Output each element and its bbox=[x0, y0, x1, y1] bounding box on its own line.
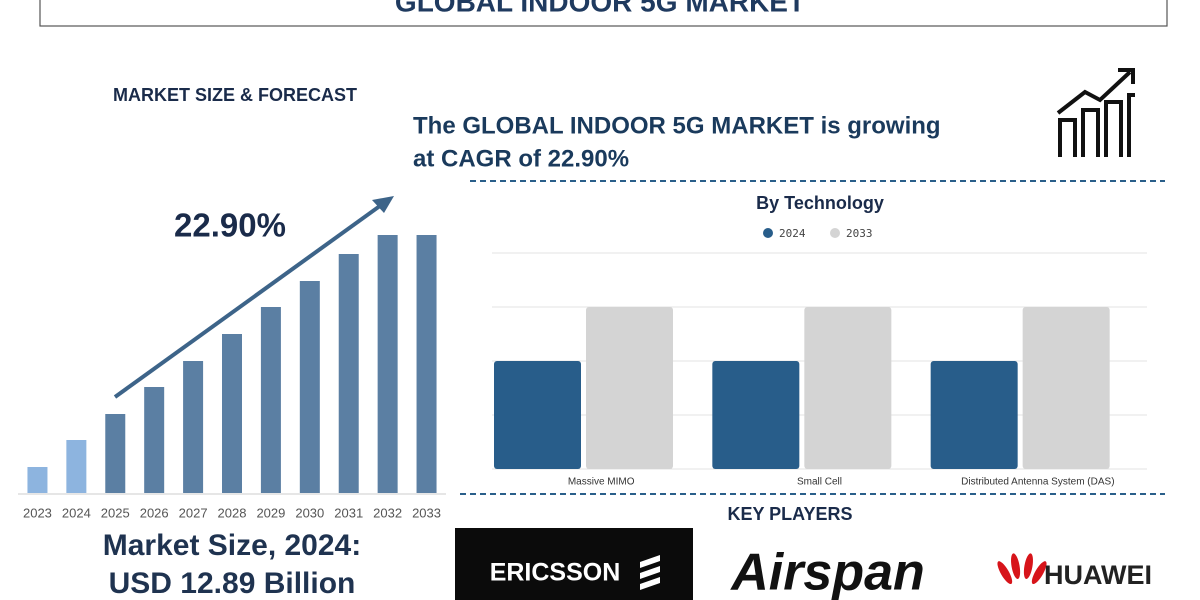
x-tick-label: 2027 bbox=[179, 505, 208, 520]
x-tick-label: 2030 bbox=[295, 505, 324, 520]
bar bbox=[338, 254, 359, 493]
bar bbox=[416, 235, 437, 493]
bar bbox=[377, 235, 398, 493]
x-tick-label: 2033 bbox=[412, 505, 441, 520]
bar bbox=[1022, 307, 1110, 469]
growth-arrow bbox=[113, 201, 386, 399]
x-tick-label: 2023 bbox=[23, 505, 52, 520]
headline: The GLOBAL INDOOR 5G MARKET is growing bbox=[413, 112, 941, 139]
legend-label: 2024 bbox=[779, 227, 806, 240]
growth-icon bbox=[1056, 68, 1135, 157]
x-tick-label: 2031 bbox=[334, 505, 363, 520]
x-tick-label: 2024 bbox=[62, 505, 91, 520]
bar bbox=[105, 414, 126, 493]
bar bbox=[27, 467, 48, 493]
bar bbox=[183, 361, 204, 493]
bar bbox=[930, 361, 1018, 469]
bar bbox=[586, 307, 673, 469]
x-tick-label: 2029 bbox=[256, 505, 285, 520]
x-tick-label: 2028 bbox=[218, 505, 247, 520]
market-size: Market Size, 2024: bbox=[103, 529, 361, 562]
headline: at CAGR of 22.90% bbox=[413, 145, 629, 172]
bar bbox=[712, 361, 800, 469]
bar bbox=[66, 440, 87, 493]
chart-title: By Technology bbox=[756, 193, 884, 213]
logo-text: ERICSSON bbox=[490, 559, 621, 587]
bar bbox=[144, 387, 165, 493]
title-box bbox=[39, 0, 1168, 27]
key-players-heading: KEY PLAYERS bbox=[727, 504, 852, 524]
x-tick-label: Massive MIMO bbox=[568, 477, 635, 488]
legend-label: 2033 bbox=[846, 227, 873, 240]
legend-marker bbox=[830, 228, 840, 238]
logo-text: Airspan bbox=[729, 544, 925, 600]
x-tick-label: 2025 bbox=[101, 505, 130, 520]
ericsson-mark bbox=[640, 555, 660, 590]
bar bbox=[299, 281, 320, 493]
huawei-mark bbox=[997, 553, 1047, 585]
logo-text: HUAWEI bbox=[1044, 560, 1152, 590]
bar bbox=[804, 307, 892, 469]
cagr-annotation: 22.90% bbox=[174, 207, 286, 244]
x-tick-label: Distributed Antenna System (DAS) bbox=[961, 477, 1114, 488]
market-size: USD 12.89 Billion bbox=[109, 567, 356, 600]
ericsson-logo bbox=[455, 528, 693, 600]
page-title: GLOBAL INDOOR 5G MARKET bbox=[395, 0, 805, 17]
bar bbox=[494, 361, 581, 469]
x-tick-label: 2032 bbox=[373, 505, 402, 520]
bar bbox=[222, 334, 242, 493]
forecast-heading: MARKET SIZE & FORECAST bbox=[113, 85, 357, 105]
legend-marker bbox=[763, 228, 773, 238]
x-tick-label: Small Cell bbox=[797, 477, 842, 488]
x-tick-label: 2026 bbox=[140, 505, 169, 520]
arrow-head bbox=[372, 196, 394, 213]
bar bbox=[260, 307, 281, 493]
